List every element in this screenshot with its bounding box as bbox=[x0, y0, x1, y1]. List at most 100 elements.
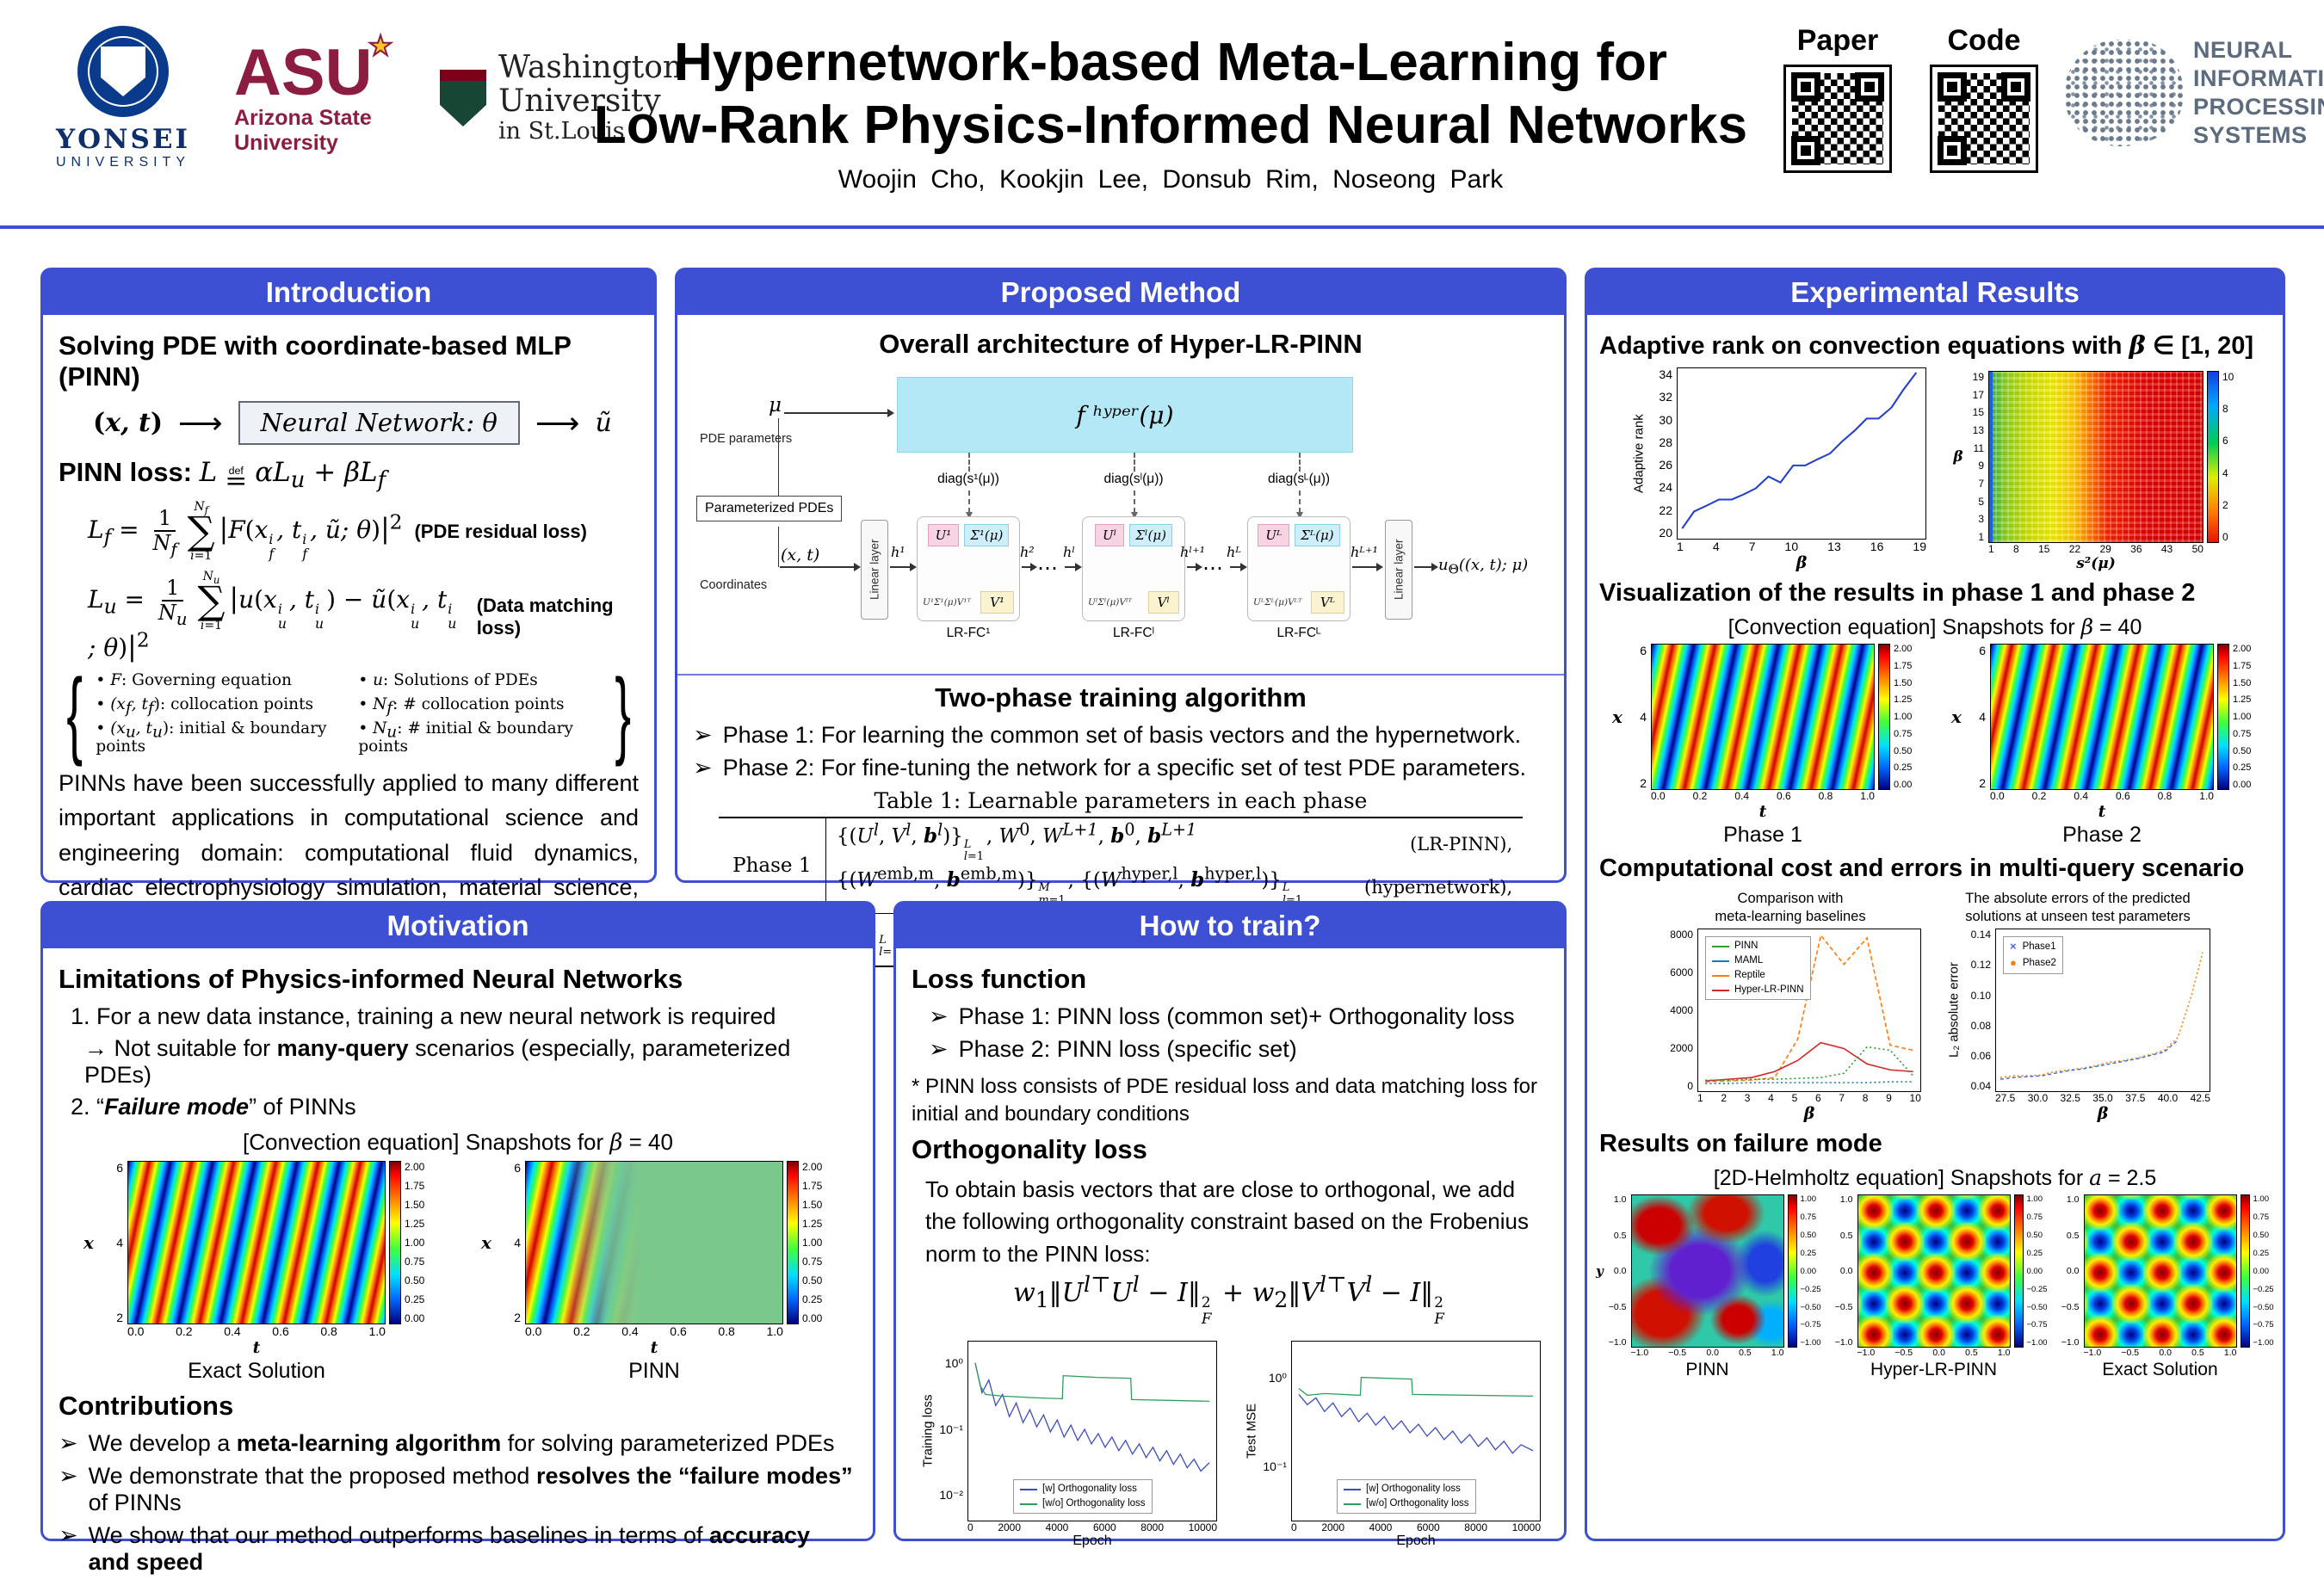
y-ticks: 1.0 0.5 0.0 −0.5 −1.0 bbox=[1834, 1194, 1853, 1348]
yonsei-logo: YONSEI UNIVERSITY bbox=[41, 26, 205, 170]
colorbar bbox=[1878, 644, 1890, 790]
experimental-results-panel-title: Experimental Results bbox=[1587, 270, 2283, 315]
legend-swatch bbox=[1344, 1488, 1361, 1490]
adaptive-rank-plot: Adaptive rank 34 32 30 28 26 24 22 20 1 4 7 10 13 16… bbox=[1630, 367, 1926, 572]
nn-output: ũ bbox=[595, 408, 612, 438]
motivation-panel-title: Motivation bbox=[43, 904, 873, 948]
left-brace: { bbox=[66, 659, 83, 768]
singular-value-heatmap-figure: β 19 17 15 13 11 9 7 5 3 1 10 8 6 4 2 0 1 8 15 22 29 36 43 50… bbox=[1950, 371, 2240, 572]
x-ticks: 0.0 0.2 0.4 0.6 0.8 1.0 bbox=[127, 1324, 386, 1338]
contributions-heading: Contributions bbox=[59, 1391, 234, 1421]
colorbar-ticks: 2.00 1.75 1.50 1.25 1.00 0.75 0.50 0.25 0.00 bbox=[2233, 644, 2252, 790]
x-ticks: 0.0 0.2 0.4 0.6 0.8 1.0 bbox=[1651, 790, 1875, 802]
colorbar bbox=[2217, 644, 2229, 790]
x-ticks: 0.0 0.2 0.4 0.6 0.8 1.0 bbox=[1990, 790, 2214, 802]
legend-swatch bbox=[1712, 960, 1729, 962]
phase1-heatmap bbox=[1651, 644, 1875, 790]
figure-label: Phase 2 bbox=[2062, 823, 2142, 847]
x-ticks: −1.0 −0.5 0.0 0.5 1.0 bbox=[1630, 1348, 1784, 1359]
x-ticks: 0 2000 4000 6000 8000 10000 bbox=[967, 1521, 1217, 1534]
legend-swatch bbox=[1020, 1488, 1037, 1490]
lr-fcL-label: LR-FCᴸ bbox=[1276, 626, 1321, 640]
legend-swatch bbox=[1712, 945, 1729, 947]
right-arrow-icon: ⟶ bbox=[178, 404, 223, 441]
legend-item: • (xf, tf): collocation points bbox=[96, 694, 313, 718]
figure-label: PINN bbox=[628, 1359, 680, 1383]
logo-row: YONSEI UNIVERSITY ASU ★ Arizona State Uni… bbox=[41, 26, 683, 170]
qr-group: Paper Code bbox=[1783, 24, 2038, 173]
parameterized-pdes-box: Parameterized PDEs bbox=[696, 496, 843, 521]
intro-heading: Solving PDE with coordinate-based MLP (P… bbox=[59, 330, 572, 392]
legend-swatch bbox=[1712, 974, 1729, 977]
experimental-results-panel: Experimental Results Adaptive rank on co… bbox=[1585, 268, 2285, 1541]
right-brace: } bbox=[614, 659, 631, 768]
usv-product: U¹Σ¹(μ)V¹ᵀ bbox=[923, 597, 971, 608]
bullet-arrow-icon: ➢ bbox=[693, 722, 713, 748]
viz-caption: [Convection equation] Snapshots for β = … bbox=[1728, 614, 2142, 639]
x-axis-label: t bbox=[252, 1338, 261, 1357]
colorbar-ticks: 1.00 0.75 0.50 0.25 0.00 −0.25 −0.50 −0.75 −1.00 bbox=[1800, 1194, 1821, 1348]
x-ticks: 0.0 0.2 0.4 0.6 0.8 1.0 bbox=[525, 1324, 783, 1338]
neural-network-box: Neural Network: θ bbox=[238, 401, 520, 445]
helmholtz-hyper-figure: 1.0 0.5 0.0 −0.5 −1.0 1.00 0.75 0.50 0.25 0.00 −0… bbox=[1833, 1194, 2051, 1380]
loss-phase1: Phase 1: PINN loss (common set)+ Orthogo… bbox=[958, 1003, 1515, 1029]
cost-axes: PINN MAML Reptile Hyper-LR-PINN bbox=[1697, 929, 1921, 1093]
motivation-panel: Motivation Limitations of Physics-inform… bbox=[40, 901, 875, 1575]
authors: Woojin Cho, Kookjin Lee, Donsub Rim, Nos… bbox=[838, 165, 1504, 194]
pinn-loss-note: * PINN loss consists of PDE residual los… bbox=[912, 1075, 1537, 1126]
phase2-marker: ● bbox=[2010, 956, 2017, 970]
x-axis-label: s²(μ) bbox=[2076, 555, 2116, 572]
y-ticks: 1.0 0.5 0.0 −0.5 −1.0 bbox=[1608, 1194, 1627, 1348]
loss-without-orthogonality-curve bbox=[974, 1362, 1210, 1402]
pinn-heatmap bbox=[525, 1161, 783, 1324]
colorbar bbox=[787, 1161, 799, 1324]
legend-item: • Nf: # collocation points bbox=[358, 694, 565, 718]
lr-fc-block-1: U¹ Σ¹(μ) U¹Σ¹(μ)V¹ᵀ V¹ bbox=[917, 516, 1020, 621]
error-axes: × Phase1 ● Phase2 bbox=[1995, 929, 2210, 1093]
proposed-method-panel: Proposed Method Overall architecture of … bbox=[675, 268, 1567, 967]
helmholtz-caption: [2D-Helmholtz equation] Snapshots for a … bbox=[1713, 1165, 2157, 1191]
x-axis-label: Epoch bbox=[1396, 1533, 1436, 1549]
colorbar bbox=[2240, 1194, 2250, 1348]
washu-logo: Washington University in St.Louis bbox=[440, 51, 683, 145]
convection-caption: [Convection equation] Snapshots for β = … bbox=[243, 1129, 673, 1156]
colorbar bbox=[389, 1161, 401, 1324]
x-ticks: 27.5 30.0 32.5 35.0 37.5 40.0 42.5 bbox=[1995, 1092, 2210, 1105]
matching-loss-formula: Lu = 1 Nu Nu ∑ i=1 |u(x i u, t i u) − ũ(x i u, t i u;… bbox=[88, 570, 457, 663]
hyper-lr-pinn-helmholtz-heatmap bbox=[1857, 1194, 2011, 1348]
adaptive-rank-heading: Adaptive rank on convection equations wi… bbox=[1599, 330, 2253, 360]
figure-label: Exact Solution bbox=[188, 1359, 325, 1383]
Sigma-matrix: Σ¹(μ) bbox=[964, 524, 1010, 546]
y-ticks: 8000 6000 4000 2000 0 bbox=[1670, 929, 1693, 1093]
helmholtz-pinn-figure: y 1.0 0.5 0.0 −0.5 −1.0 1.00 0.75 0.50 0.25 0.00… bbox=[1593, 1194, 1825, 1380]
bullet-arrow-icon: ➢ bbox=[59, 1463, 78, 1489]
y-ticks: 0.14 0.12 0.10 0.08 0.06 0.04 bbox=[1970, 929, 1991, 1093]
x-axis-label: t bbox=[1758, 802, 1767, 821]
y-axis-label: x bbox=[1612, 707, 1622, 727]
pde-parameters-label: PDE parameters bbox=[700, 432, 793, 446]
exact-solution-heatmap bbox=[127, 1161, 386, 1324]
paper-qr-code bbox=[1783, 65, 1892, 173]
baseline-comparison-plot: Comparison with meta-learning baselines 8… bbox=[1660, 890, 1921, 1123]
mu-label: μ bbox=[769, 394, 782, 417]
colorbar bbox=[1787, 1194, 1797, 1348]
yonsei-emblem-icon bbox=[77, 26, 169, 117]
legend-swatch bbox=[1344, 1503, 1361, 1505]
y-axis-label: x bbox=[1951, 707, 1962, 727]
training-loss-axes: [w] Orthogonality loss [w/o] Orthogonali… bbox=[967, 1341, 1217, 1522]
y-ticks: 19 17 15 13 11 9 7 5 3 1 bbox=[1972, 371, 1984, 543]
adaptive-rank-curve bbox=[1681, 372, 1918, 529]
maml-curve bbox=[1705, 1081, 1913, 1085]
hypernetwork-box: f ʰʸᵖᵉʳ(μ) bbox=[897, 377, 1353, 453]
input-linear-layer: Linear layer bbox=[861, 520, 888, 620]
legend-item: • F: Governing equation bbox=[96, 670, 292, 689]
ellipsis: ⋯ bbox=[1202, 557, 1225, 580]
failure-mode-heading: Results on failure mode bbox=[1599, 1130, 1882, 1158]
bullet-arrow-icon: ➢ bbox=[59, 1430, 78, 1456]
plot-legend: PINN MAML Reptile Hyper-LR-PINN bbox=[1705, 936, 1811, 1000]
V-matrix: V¹ bbox=[980, 591, 1014, 614]
